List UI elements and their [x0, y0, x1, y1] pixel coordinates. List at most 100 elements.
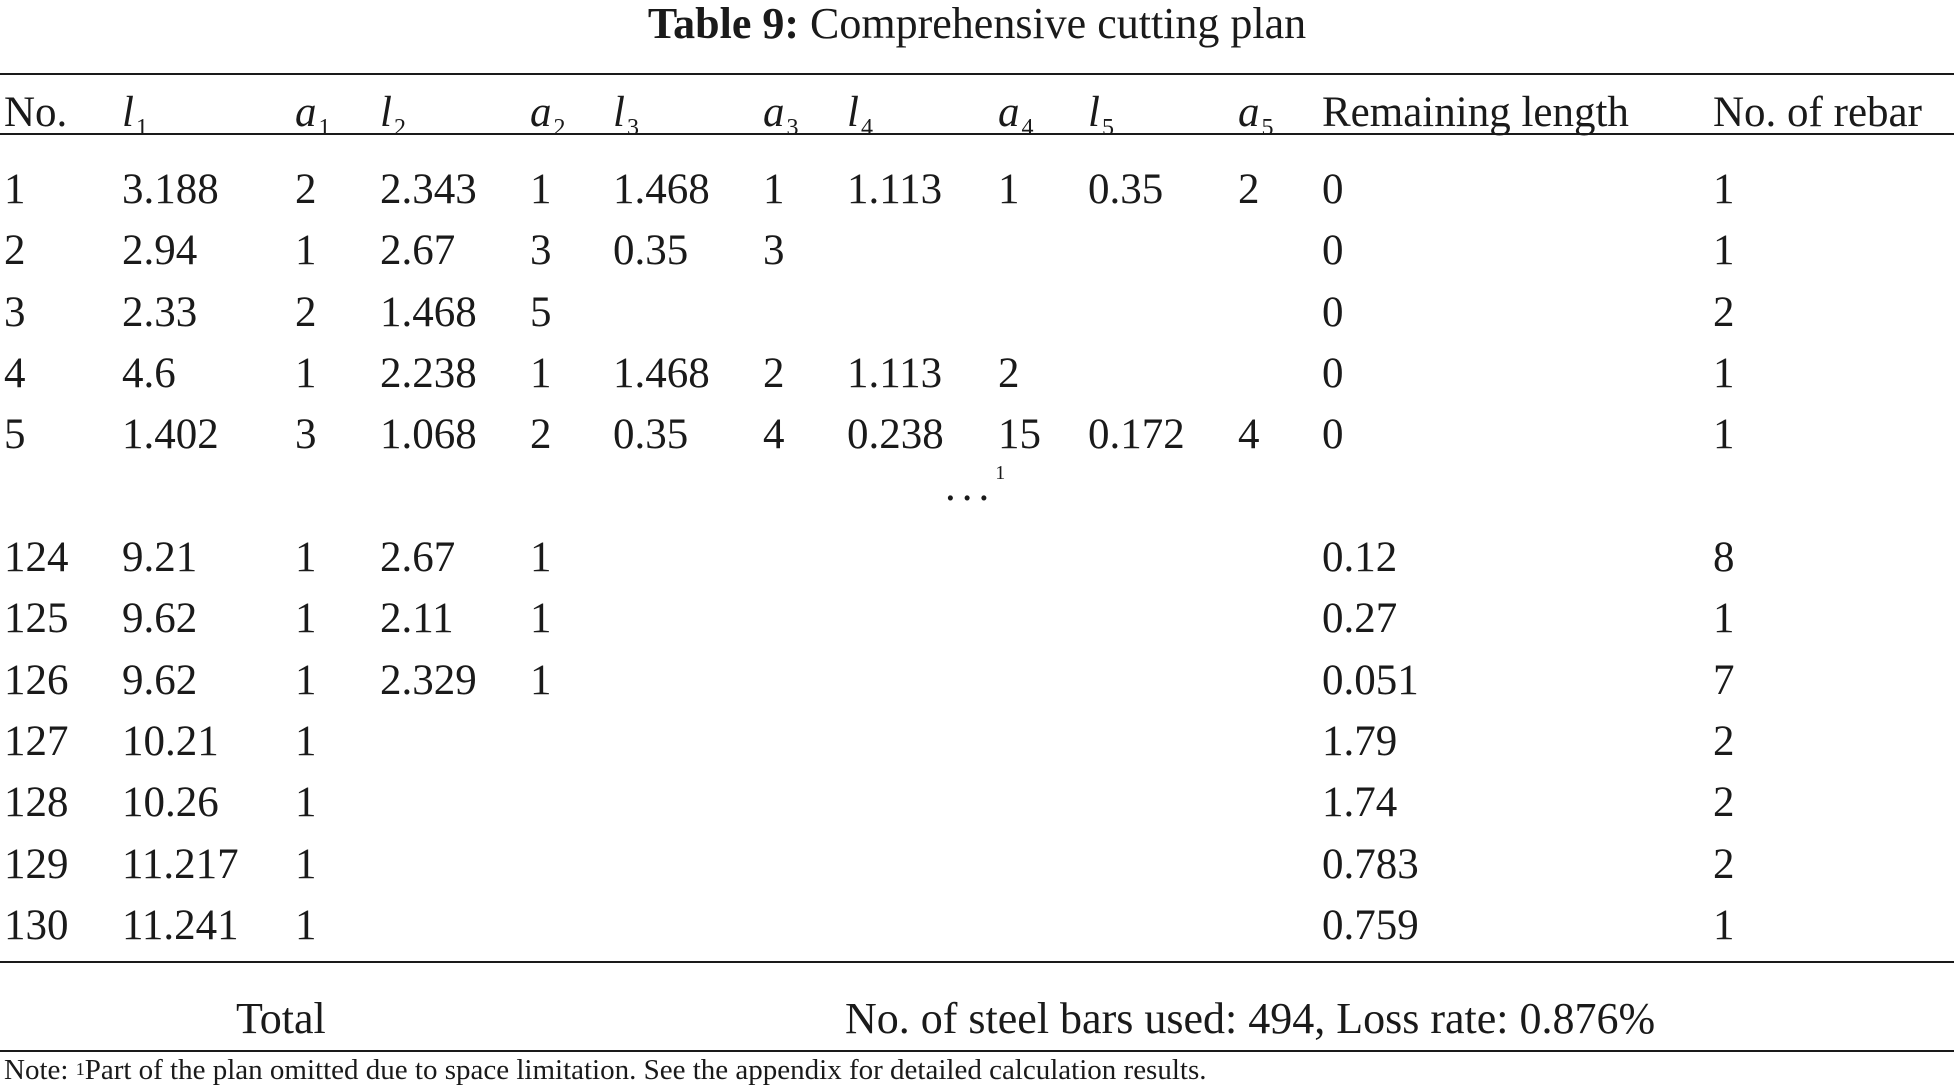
- cell-l3: 1.468: [613, 166, 710, 213]
- bottom-rule: [0, 1050, 1954, 1052]
- header-l4: l4: [847, 88, 873, 144]
- cell-a1: 1: [295, 350, 317, 397]
- cell-l1: 9.62: [122, 595, 198, 642]
- cell-remaining: 0.27: [1322, 595, 1398, 642]
- cell-no: 128: [4, 779, 69, 826]
- cell-l5: 0.35: [1088, 166, 1164, 213]
- cell-a2: 1: [530, 595, 552, 642]
- cell-no: 130: [4, 902, 69, 949]
- cell-a4: 1: [998, 166, 1020, 213]
- cell-a3: 3: [763, 227, 785, 274]
- header-l5-symbol: l: [1088, 89, 1100, 136]
- cell-l5: 0.172: [1088, 411, 1185, 458]
- header-l1-subscript: 1: [135, 115, 148, 141]
- cell-count: 1: [1713, 166, 1735, 213]
- cell-l1: 11.217: [122, 841, 239, 888]
- cell-l1: 11.241: [122, 902, 239, 949]
- body-bottom-rule: [0, 961, 1954, 963]
- cell-remaining: 0.051: [1322, 657, 1419, 704]
- cell-l3: 1.468: [613, 350, 710, 397]
- header-a3-subscript: 3: [786, 115, 799, 141]
- cell-a4: 15: [998, 411, 1041, 458]
- cell-l3: 0.35: [613, 411, 689, 458]
- table-label: Table 9:: [647, 0, 800, 48]
- cell-l2: 2.329: [380, 657, 477, 704]
- note-footnote-mark: 1: [75, 1059, 85, 1079]
- cell-a1: 1: [295, 534, 317, 581]
- top-rule: [0, 73, 1954, 75]
- cell-a1: 2: [295, 166, 317, 213]
- header-count: No. of rebar: [1713, 89, 1922, 136]
- header-a5-symbol: a: [1238, 89, 1260, 136]
- cell-a3: 1: [763, 166, 785, 213]
- cell-count: 2: [1713, 841, 1735, 888]
- cell-a1: 1: [295, 595, 317, 642]
- header-a2: a2: [530, 88, 566, 144]
- note-prefix: Note:: [4, 1054, 69, 1086]
- cell-no: 4: [4, 350, 26, 397]
- omitted-rows-ellipsis: ...1: [945, 462, 1005, 511]
- cell-a2: 2: [530, 411, 552, 458]
- cell-l2: 2.11: [380, 595, 454, 642]
- cell-a1: 1: [295, 227, 317, 274]
- table-caption: Table 9: Comprehensive cutting plan: [0, 0, 1954, 48]
- cell-l1: 9.21: [122, 534, 198, 581]
- cell-a1: 3: [295, 411, 317, 458]
- cell-remaining: 0.12: [1322, 534, 1398, 581]
- ellipsis-footnote-mark: 1: [995, 461, 1006, 484]
- header-remaining: Remaining length: [1322, 89, 1629, 136]
- cell-l2: 2.67: [380, 227, 456, 274]
- cell-count: 2: [1713, 289, 1735, 336]
- header-a5: a5: [1238, 88, 1274, 144]
- cell-l1: 2.33: [122, 289, 198, 336]
- header-a2-subscript: 2: [553, 115, 566, 141]
- table-title: Comprehensive cutting plan: [810, 0, 1307, 48]
- cell-remaining: 0: [1322, 350, 1344, 397]
- cell-no: 3: [4, 289, 26, 336]
- header-l4-symbol: l: [847, 89, 859, 136]
- cell-l1: 9.62: [122, 657, 198, 704]
- cell-l2: 1.068: [380, 411, 477, 458]
- cell-a1: 1: [295, 902, 317, 949]
- cell-a3: 4: [763, 411, 785, 458]
- cell-a5: 4: [1238, 411, 1260, 458]
- cell-no: 124: [4, 534, 69, 581]
- header-a1-subscript: 1: [318, 115, 331, 141]
- header-rule: [0, 133, 1954, 135]
- cell-count: 1: [1713, 227, 1735, 274]
- cell-a2: 3: [530, 227, 552, 274]
- cell-count: 2: [1713, 718, 1735, 765]
- cell-l2: 2.343: [380, 166, 477, 213]
- cell-a1: 1: [295, 841, 317, 888]
- cell-remaining: 0: [1322, 289, 1344, 336]
- header-l2-subscript: 2: [393, 115, 406, 141]
- cell-l1: 2.94: [122, 227, 198, 274]
- header-l3-subscript: 3: [626, 115, 639, 141]
- header-l1-symbol: l: [122, 89, 134, 136]
- cell-no: 2: [4, 227, 26, 274]
- cell-no: 129: [4, 841, 69, 888]
- cell-no: 5: [4, 411, 26, 458]
- cell-a1: 1: [295, 718, 317, 765]
- cell-l4: 1.113: [847, 166, 943, 213]
- cell-a2: 1: [530, 534, 552, 581]
- header-l4-subscript: 4: [860, 115, 873, 141]
- header-l2-symbol: l: [380, 89, 392, 136]
- header-a5-subscript: 5: [1261, 115, 1274, 141]
- cell-count: 7: [1713, 657, 1735, 704]
- cell-remaining: 0: [1322, 227, 1344, 274]
- header-a4-subscript: 4: [1021, 115, 1034, 141]
- cell-a2: 1: [530, 166, 552, 213]
- cell-l1: 4.6: [122, 350, 176, 397]
- cell-l1: 1.402: [122, 411, 219, 458]
- header-l3: l3: [613, 88, 639, 144]
- header-a1-symbol: a: [295, 89, 317, 136]
- cell-l2: 2.238: [380, 350, 477, 397]
- cell-a3: 2: [763, 350, 785, 397]
- cell-count: 8: [1713, 534, 1735, 581]
- cell-l2: 1.468: [380, 289, 477, 336]
- cell-a2: 5: [530, 289, 552, 336]
- table-note: Note: 1Part of the plan omitted due to s…: [4, 1052, 1207, 1091]
- header-l3-symbol: l: [613, 89, 625, 136]
- cell-count: 1: [1713, 902, 1735, 949]
